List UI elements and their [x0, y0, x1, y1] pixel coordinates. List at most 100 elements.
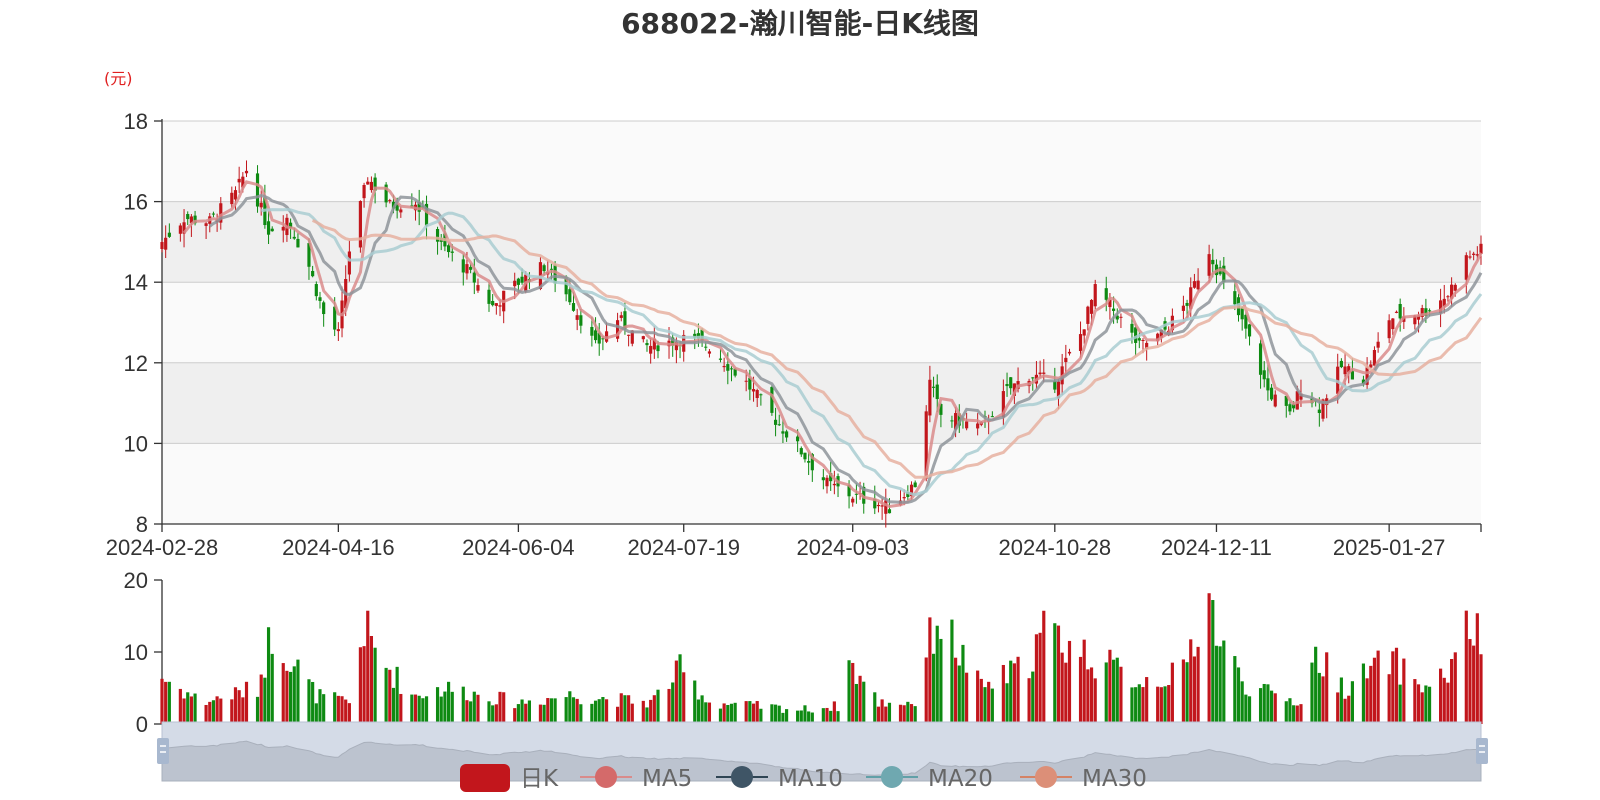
candle-body: [1196, 280, 1200, 290]
volume-bar: [1299, 704, 1303, 724]
candle-body: [487, 289, 491, 304]
volume-bar: [704, 702, 708, 724]
volume-bar: [513, 708, 517, 724]
volume-bar: [983, 687, 987, 724]
volume-bar: [1416, 684, 1421, 724]
volume-bar: [1034, 634, 1039, 724]
volume-bar: [233, 687, 238, 724]
candle-body: [1067, 351, 1072, 354]
volume-bar: [465, 700, 469, 724]
volume-bar: [1145, 677, 1149, 724]
volume-bar: [1413, 679, 1417, 724]
volume-bar: [443, 691, 447, 724]
candle-body: [362, 185, 366, 199]
datazoom-left-handle[interactable]: [157, 738, 169, 764]
legend-item-daily-k[interactable]: 日K: [460, 764, 559, 792]
volume-bar: [755, 701, 759, 724]
volume-bar: [450, 691, 454, 724]
volume-bar: [424, 696, 429, 724]
candle-body: [1207, 254, 1211, 276]
candle-body: [1159, 329, 1163, 338]
volume-bar: [520, 699, 524, 724]
volume-bar: [314, 703, 318, 724]
volume-bar: [729, 703, 734, 724]
volume-bar: [1027, 678, 1031, 724]
candle-body: [777, 424, 781, 426]
volume-bar: [1005, 683, 1009, 724]
volume-bar: [1420, 692, 1424, 724]
legend-item-ma30[interactable]: MA30: [1020, 766, 1147, 792]
volume-bar: [807, 711, 811, 724]
legend-item-ma5[interactable]: MA5: [580, 766, 692, 792]
volume-bar: [1258, 688, 1263, 724]
volume-bar: [1060, 652, 1064, 724]
volume-bar: [718, 708, 723, 724]
candle-body: [759, 394, 763, 396]
volume-bar: [1347, 695, 1351, 724]
volume-bar: [1053, 623, 1057, 724]
volume-bar: [965, 672, 969, 724]
candle-body: [718, 358, 723, 360]
candle-body: [204, 223, 208, 226]
volume-bar: [388, 669, 392, 724]
candle-body: [630, 330, 634, 344]
volume-bar: [979, 678, 983, 724]
candle-body: [1053, 381, 1057, 390]
price-y-tick-label: 8: [136, 512, 148, 537]
candle-body: [876, 504, 881, 507]
volume-bar: [898, 704, 903, 724]
volume-bar: [656, 689, 660, 724]
candle-body: [829, 472, 833, 482]
volume-bar: [1424, 685, 1428, 724]
candle-body: [424, 203, 429, 226]
legend-item-ma10[interactable]: MA10: [716, 766, 843, 792]
volume-bar: [1211, 600, 1215, 724]
volume-bar: [1391, 651, 1395, 724]
volume-bar: [549, 698, 554, 724]
price-y-tick-label: 14: [124, 270, 148, 295]
volume-bar: [1310, 662, 1314, 724]
volume-bar: [333, 692, 337, 724]
volume-bar: [1009, 660, 1013, 724]
volume-bar: [167, 681, 171, 724]
candle-body: [189, 216, 193, 224]
candle-body: [564, 276, 568, 295]
candle-body: [1262, 370, 1266, 380]
candle-body: [1394, 311, 1399, 313]
volume-bar: [1167, 685, 1171, 724]
candle-body: [851, 498, 855, 503]
candle-body: [902, 497, 906, 499]
volume-bar: [597, 699, 601, 724]
candle-body: [1372, 350, 1377, 366]
volume-bar: [987, 681, 991, 724]
volume-bar: [461, 686, 465, 724]
volume-bar: [777, 705, 781, 724]
candle-body: [241, 176, 245, 188]
volume-bar: [498, 691, 502, 724]
candle-body: [1347, 366, 1351, 373]
volume-bar: [744, 701, 748, 724]
volume-bar: [928, 617, 932, 724]
volume-bar: [616, 706, 620, 724]
volume-bar: [1446, 682, 1450, 724]
candle-body: [1012, 383, 1016, 396]
legend-ma20-marker: [881, 766, 903, 788]
volume-bar: [1163, 686, 1167, 724]
volume-bar: [726, 705, 730, 724]
volume-bar: [674, 660, 678, 724]
legend-ma10-label: MA10: [778, 766, 843, 792]
price-y-tick-label: 18: [124, 109, 148, 134]
candle-body: [825, 477, 829, 487]
volume-bar: [1156, 686, 1160, 724]
candle-body: [1134, 327, 1138, 343]
candle-body: [1479, 243, 1483, 254]
candle-body: [542, 265, 546, 272]
candle-body: [1233, 291, 1237, 305]
volume-bar: [211, 700, 216, 724]
legend-item-ma20[interactable]: MA20: [866, 766, 993, 792]
datazoom-right-handle[interactable]: [1476, 738, 1488, 764]
volume-series[interactable]: [160, 593, 1483, 724]
candle-body: [1145, 342, 1149, 349]
volume-bar: [722, 703, 726, 724]
